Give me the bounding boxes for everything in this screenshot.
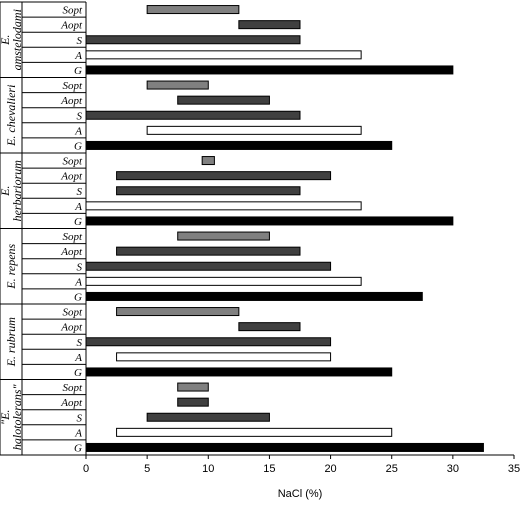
- category-label: G: [74, 216, 82, 228]
- category-label: G: [74, 291, 82, 303]
- x-tick-label: 25: [386, 463, 398, 475]
- category-label: Aopt: [60, 322, 83, 334]
- bar: [85, 291, 423, 301]
- bar: [85, 65, 454, 75]
- category-label: Sopt: [62, 156, 83, 168]
- species-label-column: E.amstelodami E. chevalieri E.herbariorum E…: [0, 1, 86, 456]
- bar: [238, 20, 301, 30]
- category-label: S: [77, 261, 83, 273]
- bar: [238, 322, 301, 332]
- bar: [85, 337, 332, 347]
- bar: [177, 95, 270, 105]
- bar: [116, 246, 301, 256]
- category-label: A: [74, 201, 82, 213]
- bar: [177, 382, 209, 392]
- category-label: A: [74, 276, 82, 288]
- category-label: S: [77, 35, 83, 47]
- bar: [85, 276, 362, 286]
- x-tick-label: 15: [263, 463, 275, 475]
- bar: [146, 80, 209, 90]
- species-label: E.herbariorum: [0, 160, 24, 222]
- category-label: S: [77, 186, 83, 198]
- bar: [85, 216, 454, 226]
- category-label: A: [74, 352, 82, 364]
- category-label: G: [74, 367, 82, 379]
- bar: [85, 35, 301, 45]
- bar: [146, 412, 270, 422]
- bar: [85, 50, 362, 60]
- category-label: Aopt: [60, 246, 83, 258]
- bar: [116, 427, 393, 437]
- category-label: Sopt: [62, 307, 83, 319]
- category-label: A: [74, 427, 82, 439]
- category-label: S: [77, 110, 83, 122]
- category-label: Aopt: [60, 95, 83, 107]
- bar: [116, 171, 332, 181]
- bar: [201, 156, 215, 166]
- bar: [146, 125, 362, 135]
- x-tick-label: 35: [508, 463, 520, 475]
- category-label: Sopt: [62, 5, 83, 17]
- category-label: A: [74, 50, 82, 62]
- category-label: A: [74, 125, 82, 137]
- bar: [85, 261, 332, 271]
- species-label: "E.halotolerans": [0, 383, 24, 450]
- bar: [85, 367, 393, 377]
- bar: [177, 231, 270, 241]
- category-label: G: [74, 65, 82, 77]
- bar: [116, 352, 332, 362]
- bars: [85, 5, 484, 452]
- bar: [85, 442, 484, 452]
- category-label: Aopt: [60, 20, 83, 32]
- x-tick-label: 10: [202, 463, 214, 475]
- species-label: E. chevalieri: [4, 85, 18, 147]
- bar: [85, 110, 301, 120]
- x-axis-title: NaCl (%): [278, 488, 323, 500]
- category-label: Sopt: [62, 80, 83, 92]
- x-tick-label: 5: [144, 463, 150, 475]
- category-label: Aopt: [60, 397, 83, 409]
- category-label: Sopt: [62, 382, 83, 394]
- species-label: E. repens: [4, 243, 18, 289]
- category-label-column: SoptAoptSAGSoptAoptSAGSoptAoptSAGSoptAop…: [22, 5, 86, 454]
- bar: [177, 397, 209, 407]
- category-label: Sopt: [62, 231, 83, 243]
- species-label: E.amstelodami: [0, 9, 24, 70]
- category-label: S: [77, 337, 83, 349]
- bar: [116, 307, 240, 317]
- species-label: E. rubrum: [4, 317, 18, 368]
- category-label: S: [77, 412, 83, 424]
- bar: [85, 201, 362, 211]
- x-tick-label: 30: [447, 463, 459, 475]
- category-label: G: [74, 140, 82, 152]
- x-tick-label: 20: [324, 463, 336, 475]
- category-label: Aopt: [60, 171, 83, 183]
- bar: [85, 140, 393, 150]
- bar: [146, 5, 240, 15]
- bar: [116, 186, 301, 196]
- x-axis: 0 5 10 15 20 25 30 35: [83, 2, 520, 475]
- category-label: G: [74, 442, 82, 454]
- x-tick-label: 0: [83, 463, 89, 475]
